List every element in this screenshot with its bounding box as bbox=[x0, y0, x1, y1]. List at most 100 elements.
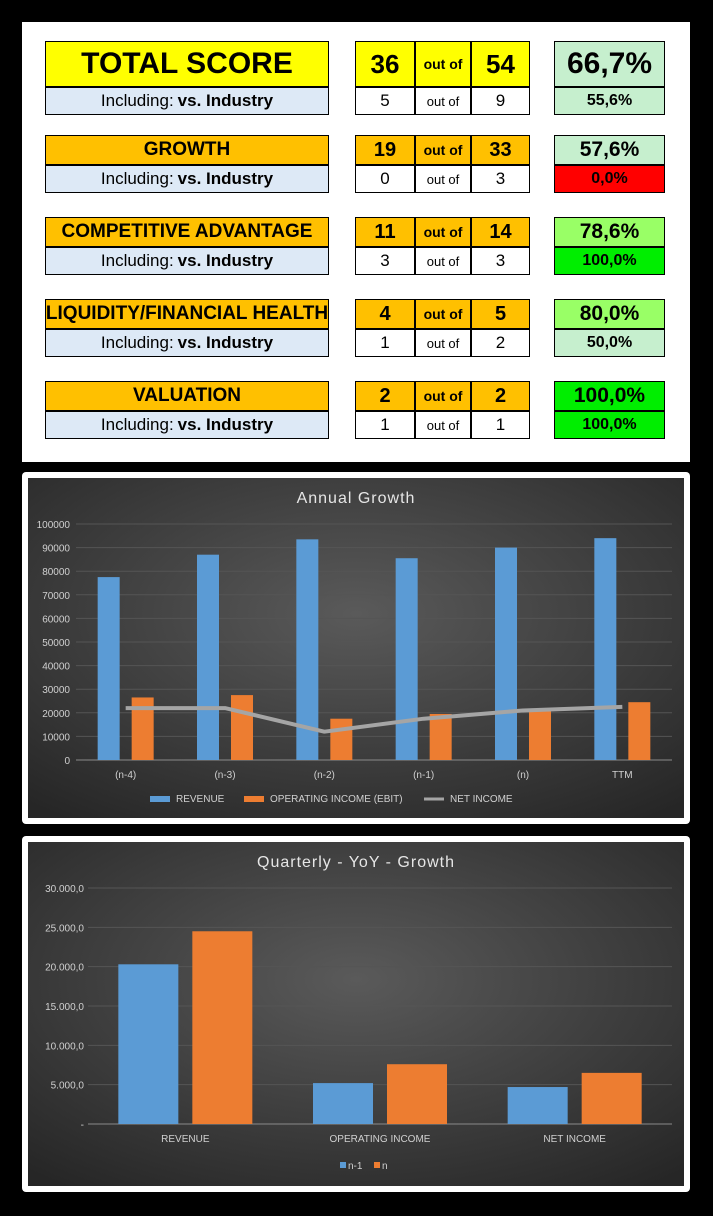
competitive-label: COMPETITIVE ADVANTAGE bbox=[45, 217, 329, 247]
total-max: 54 bbox=[471, 41, 530, 87]
scorecard-panel: TOTAL SCORE 36 out of 54 66,7% Including: vs. … bbox=[22, 22, 690, 462]
competitive-sub-score: 3 bbox=[355, 247, 415, 275]
total-out-of: out of bbox=[415, 41, 471, 87]
bar-operating-income-ebit- bbox=[529, 710, 551, 760]
competitive-sub-label: Including: vs. Industry bbox=[45, 247, 329, 275]
growth-label: GROWTH bbox=[45, 135, 329, 165]
total-label: TOTAL SCORE bbox=[45, 41, 329, 87]
total-sub-out-of: out of bbox=[415, 87, 471, 115]
liquidity-sub-out-of: out of bbox=[415, 329, 471, 357]
growth-sub-percent: 0,0% bbox=[554, 165, 665, 193]
valuation-sub-label: Including: vs. Industry bbox=[45, 411, 329, 439]
y-tick-label: 25.000,0 bbox=[45, 923, 84, 934]
y-tick-label: 50000 bbox=[42, 638, 70, 649]
quarterly-growth-panel: Quarterly - YoY - Growth - 5.000,0 10.000,0… bbox=[22, 836, 690, 1192]
annual-growth-chart: Annual Growth 0 10000 20000 30000 40000 50000 6… bbox=[28, 478, 684, 818]
bar-operating-income-ebit- bbox=[231, 695, 253, 760]
y-tick-label: 40000 bbox=[42, 662, 70, 673]
competitive-max: 14 bbox=[471, 217, 530, 247]
legend-swatch bbox=[374, 1162, 380, 1168]
including-prefix: Including: bbox=[100, 251, 174, 270]
bar-operating-income-ebit- bbox=[330, 718, 353, 760]
growth-sub-max: 3 bbox=[471, 165, 530, 193]
liquidity-label: LIQUIDITY/FINANCIAL HEALTH bbox=[45, 299, 329, 329]
bar-n-1 bbox=[118, 964, 179, 1124]
liquidity-sub-percent: 50,0% bbox=[554, 329, 665, 357]
legend-swatch bbox=[244, 796, 264, 802]
competitive-sub-max: 3 bbox=[471, 247, 530, 275]
quarterly-growth-chart: Quarterly - YoY - Growth - 5.000,0 10.000,0… bbox=[28, 842, 684, 1186]
bar-operating-income-ebit- bbox=[628, 702, 651, 760]
legend-label: n-1 bbox=[348, 1161, 363, 1172]
legend-swatch bbox=[340, 1162, 346, 1168]
y-tick-label: - bbox=[81, 1120, 84, 1131]
valuation-label: VALUATION bbox=[45, 381, 329, 411]
total-sub-max: 9 bbox=[471, 87, 530, 115]
legend-label: n bbox=[382, 1161, 388, 1172]
y-tick-label: 10000 bbox=[42, 732, 70, 743]
growth-percent: 57,6% bbox=[554, 135, 665, 165]
liquidity-max: 5 bbox=[471, 299, 530, 329]
liquidity-sub-score: 1 bbox=[355, 329, 415, 357]
including-prefix: Including: bbox=[100, 91, 174, 110]
bar-n-1 bbox=[507, 1087, 568, 1124]
growth-max: 33 bbox=[471, 135, 530, 165]
y-tick-label: 10.000,0 bbox=[45, 1041, 84, 1052]
valuation-max: 2 bbox=[471, 381, 530, 411]
valuation-percent: 100,0% bbox=[554, 381, 665, 411]
growth-out-of: out of bbox=[415, 135, 471, 165]
growth-sub-score: 0 bbox=[355, 165, 415, 193]
bar-operating-income-ebit- bbox=[429, 713, 452, 760]
x-tick-label: (n-4) bbox=[115, 770, 136, 781]
vs-industry-label: vs. Industry bbox=[177, 251, 274, 270]
total-sub-score: 5 bbox=[355, 87, 415, 115]
competitive-out-of: out of bbox=[415, 217, 471, 247]
x-tick-label: OPERATING INCOME bbox=[330, 1134, 431, 1145]
bar-revenue bbox=[495, 547, 517, 760]
including-prefix: Including: bbox=[100, 415, 174, 434]
valuation-sub-out-of: out of bbox=[415, 411, 471, 439]
total-score: 36 bbox=[355, 41, 415, 87]
including-prefix: Including: bbox=[100, 333, 174, 352]
chart-background bbox=[28, 478, 684, 818]
bar-revenue bbox=[594, 538, 617, 760]
bar-operating-income-ebit- bbox=[131, 697, 154, 760]
y-tick-label: 20000 bbox=[42, 709, 70, 720]
legend-label: REVENUE bbox=[176, 794, 225, 805]
liquidity-sub-label: Including: vs. Industry bbox=[45, 329, 329, 357]
valuation-out-of: out of bbox=[415, 381, 471, 411]
y-tick-label: 90000 bbox=[42, 544, 70, 555]
liquidity-out-of: out of bbox=[415, 299, 471, 329]
total-sub-label: Including: vs. Industry bbox=[45, 87, 329, 115]
bar-n-1 bbox=[313, 1083, 373, 1124]
competitive-percent: 78,6% bbox=[554, 217, 665, 247]
x-tick-label: (n-3) bbox=[214, 770, 235, 781]
bar-revenue bbox=[296, 539, 319, 760]
annual-growth-panel: Annual Growth 0 10000 20000 30000 40000 50000 6… bbox=[22, 472, 690, 824]
y-tick-label: 80000 bbox=[42, 567, 70, 578]
liquidity-percent: 80,0% bbox=[554, 299, 665, 329]
valuation-sub-max: 1 bbox=[471, 411, 530, 439]
bar-revenue bbox=[97, 577, 120, 760]
liquidity-sub-max: 2 bbox=[471, 329, 530, 357]
bar-n bbox=[192, 931, 253, 1124]
bar-n bbox=[387, 1064, 447, 1124]
y-tick-label: 100000 bbox=[37, 520, 71, 531]
legend-label: NET INCOME bbox=[450, 794, 513, 805]
x-tick-label: REVENUE bbox=[161, 1134, 210, 1145]
bar-revenue bbox=[197, 554, 219, 760]
legend-label: OPERATING INCOME (EBIT) bbox=[270, 794, 403, 805]
vs-industry-label: vs. Industry bbox=[177, 415, 274, 434]
chart-title: Annual Growth bbox=[297, 490, 416, 507]
including-prefix: Including: bbox=[100, 169, 174, 188]
total-sub-percent: 55,6% bbox=[554, 87, 665, 115]
competitive-sub-percent: 100,0% bbox=[554, 247, 665, 275]
y-tick-label: 5.000,0 bbox=[51, 1081, 85, 1092]
competitive-score: 11 bbox=[355, 217, 415, 247]
growth-sub-out-of: out of bbox=[415, 165, 471, 193]
y-tick-label: 0 bbox=[64, 756, 70, 767]
vs-industry-label: vs. Industry bbox=[177, 169, 274, 188]
vs-industry-label: vs. Industry bbox=[177, 333, 274, 352]
y-tick-label: 30000 bbox=[42, 685, 70, 696]
x-tick-label: (n-1) bbox=[413, 770, 434, 781]
